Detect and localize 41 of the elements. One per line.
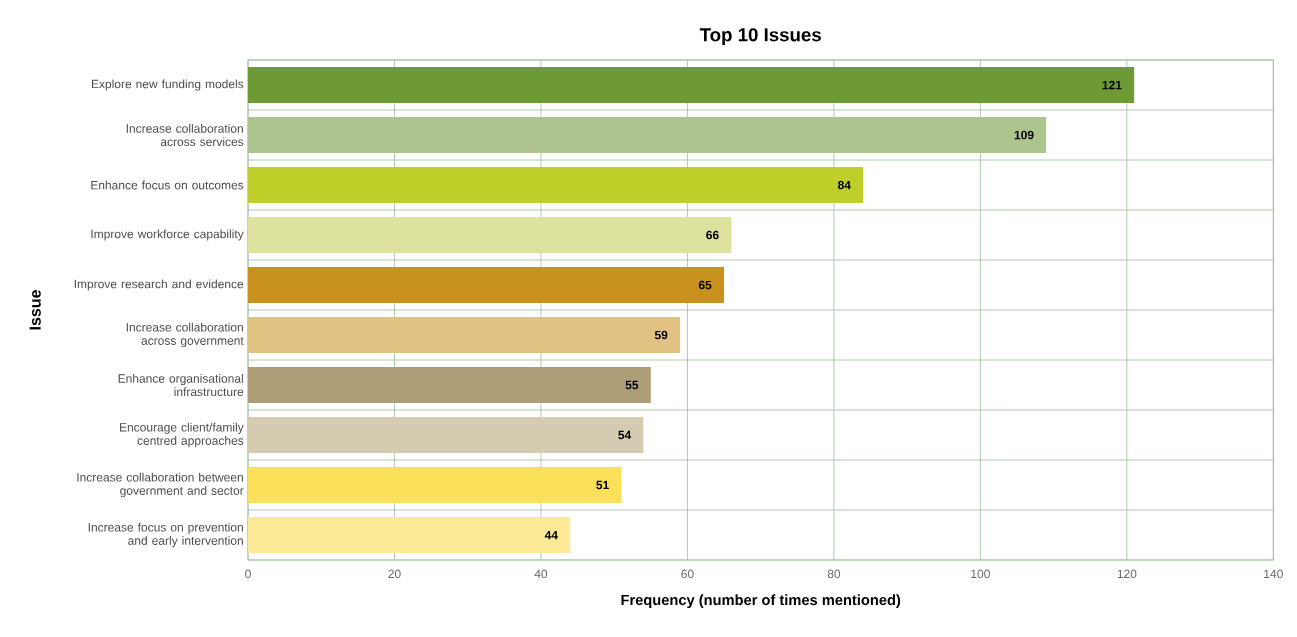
data-label: 59 [654, 330, 668, 340]
x-axis-title: Frequency (number of times mentioned) [621, 594, 901, 609]
data-label: 121 [1102, 80, 1122, 90]
bar [248, 467, 622, 504]
x-tick-label: 140 [1264, 569, 1283, 579]
x-tick-label: 100 [971, 569, 990, 579]
x-tick-label: 20 [388, 569, 401, 579]
data-label: 66 [706, 230, 719, 240]
bar [248, 167, 864, 204]
y-tick-label: Increase collaboration between government and sector [77, 472, 244, 498]
x-tick-label: 120 [1117, 569, 1137, 579]
data-label: 65 [698, 280, 712, 290]
bar [248, 317, 681, 354]
y-tick-label: Enhance organisational infrastructure [118, 373, 244, 397]
y-tick-label: Increase collaboration across services [126, 123, 244, 147]
x-tick-label: 0 [245, 569, 251, 579]
x-tick-label: 60 [681, 569, 694, 579]
y-tick-label: Increase collaboration across government [126, 322, 244, 348]
bar [248, 67, 1135, 104]
y-tick-label: Improve workforce capability [91, 229, 244, 241]
data-label: 84 [837, 180, 851, 190]
x-tick-label: 80 [827, 569, 841, 579]
bar [248, 367, 651, 404]
bar [248, 267, 725, 304]
data-label: 55 [625, 380, 639, 390]
bar [248, 117, 1047, 154]
y-axis-title: Issue [29, 290, 41, 330]
x-tick-label: 40 [534, 569, 548, 579]
data-label: 54 [618, 430, 632, 440]
bar [248, 417, 644, 454]
data-label: 109 [1014, 130, 1034, 140]
y-tick-label: Improve research and evidence [74, 279, 244, 291]
chart-title: Top 10 Issues [699, 28, 821, 46]
data-label: 44 [544, 530, 558, 540]
y-tick-label: Enhance focus on outcomes [91, 180, 244, 190]
bar [248, 517, 571, 554]
data-label: 51 [596, 480, 609, 490]
bar [248, 217, 732, 254]
y-tick-label: Explore new funding models [91, 79, 244, 91]
y-tick-label: Encourage client/family centred approaches [119, 422, 244, 448]
y-tick-label: Increase focus on prevention and early intervention [88, 522, 243, 548]
